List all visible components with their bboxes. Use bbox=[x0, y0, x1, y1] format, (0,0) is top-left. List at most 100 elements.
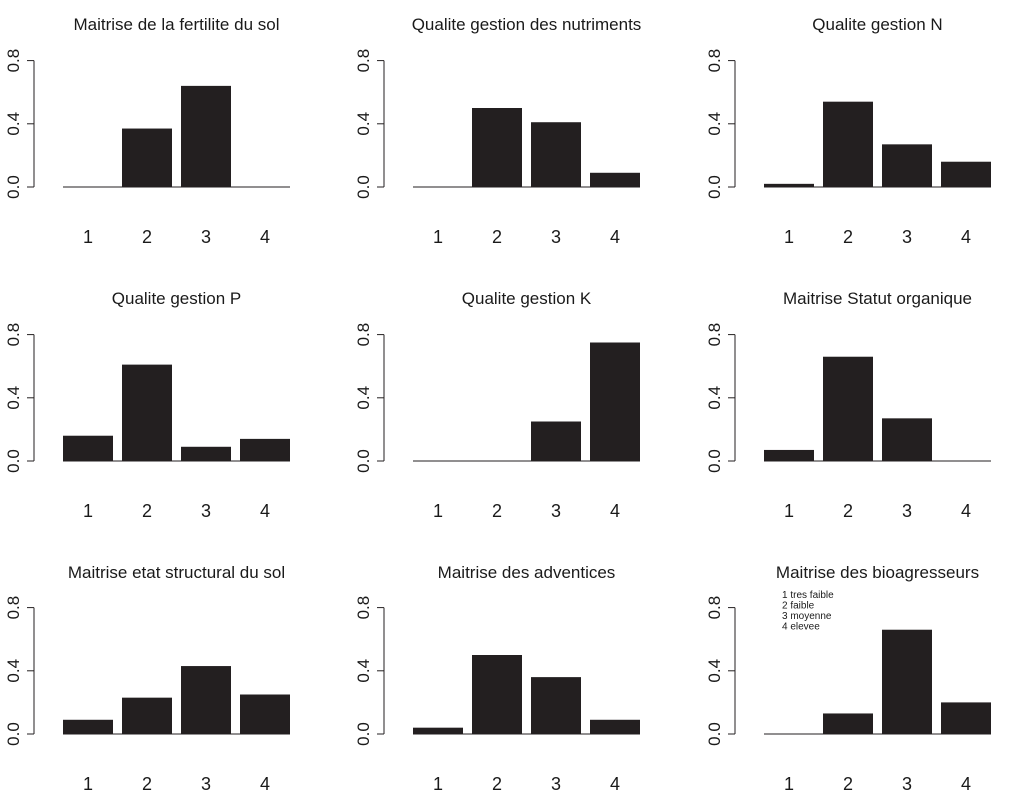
x-tick-label: 4 bbox=[260, 227, 270, 247]
x-tick-label: 1 bbox=[433, 227, 443, 247]
x-tick-label: 2 bbox=[492, 774, 502, 790]
y-tick-label: 0.8 bbox=[705, 49, 724, 73]
y-tick-label: 0.8 bbox=[705, 596, 724, 620]
x-tick-label: 4 bbox=[610, 774, 620, 790]
bar-2 bbox=[472, 108, 522, 187]
subplot-title: Maitrise de la fertilite du sol bbox=[74, 15, 280, 34]
x-tick-label: 2 bbox=[142, 501, 152, 521]
y-tick-label: 0.0 bbox=[4, 449, 23, 473]
bar-2 bbox=[122, 697, 172, 734]
bar-2 bbox=[823, 101, 873, 187]
bar-2 bbox=[472, 655, 522, 734]
x-tick-label: 4 bbox=[260, 774, 270, 790]
subplot-6: Maitrise Statut organique 0.0 0.4 0.8 1 2 3 4 bbox=[705, 289, 991, 521]
subplot-title: Qualite gestion N bbox=[812, 15, 942, 34]
x-tick-label: 2 bbox=[142, 227, 152, 247]
subplot-title: Qualite gestion K bbox=[462, 289, 592, 308]
x-tick-label: 4 bbox=[610, 501, 620, 521]
y-tick-label: 0.8 bbox=[4, 49, 23, 73]
y-tick-label: 0.8 bbox=[354, 596, 373, 620]
y-tick-label: 0.8 bbox=[354, 49, 373, 73]
x-tick-label: 3 bbox=[902, 501, 912, 521]
bar-3 bbox=[882, 629, 932, 734]
y-tick-label: 0.0 bbox=[705, 449, 724, 473]
subplot-title: Maitrise Statut organique bbox=[783, 289, 972, 308]
subplot-title: Maitrise etat structural du sol bbox=[68, 563, 285, 582]
x-tick-label: 2 bbox=[142, 774, 152, 790]
x-tick-label: 4 bbox=[260, 501, 270, 521]
y-tick-label: 0.4 bbox=[705, 386, 724, 410]
bar-1 bbox=[63, 435, 113, 461]
bar-4 bbox=[941, 161, 991, 187]
bar-4 bbox=[590, 172, 640, 187]
x-tick-label: 3 bbox=[551, 774, 561, 790]
bar-3 bbox=[531, 421, 581, 461]
legend-entry: 1 tres faible bbox=[782, 590, 834, 601]
legend-entry: 4 elevee bbox=[782, 622, 820, 633]
bar-2 bbox=[823, 713, 873, 734]
x-tick-label: 3 bbox=[902, 774, 912, 790]
y-tick-label: 0.4 bbox=[354, 386, 373, 410]
x-tick-label: 4 bbox=[961, 227, 971, 247]
y-tick-label: 0.0 bbox=[354, 175, 373, 199]
bar-1 bbox=[413, 727, 463, 734]
y-tick-label: 0.4 bbox=[705, 112, 724, 136]
subplot-7: Maitrise etat structural du sol 0.0 0.4 0.8… bbox=[4, 563, 290, 794]
subplot-9: Maitrise des bioagresseurs 0.0 0.4 0.8 1 2 3 4 1… bbox=[705, 563, 991, 794]
x-tick-label: 3 bbox=[551, 227, 561, 247]
y-tick-label: 0.4 bbox=[4, 112, 23, 136]
bar-4 bbox=[590, 342, 640, 461]
bar-1 bbox=[63, 719, 113, 734]
x-tick-label: 1 bbox=[83, 774, 93, 790]
x-tick-label: 2 bbox=[492, 227, 502, 247]
legend-entry: 3 moyenne bbox=[782, 611, 832, 622]
y-tick-label: 0.8 bbox=[4, 323, 23, 347]
bar-4 bbox=[590, 719, 640, 734]
x-tick-label: 1 bbox=[83, 227, 93, 247]
bar-3 bbox=[181, 666, 231, 734]
y-tick-label: 0.4 bbox=[4, 659, 23, 683]
bar-3 bbox=[531, 122, 581, 187]
y-tick-label: 0.0 bbox=[354, 722, 373, 746]
y-tick-label: 0.0 bbox=[705, 175, 724, 199]
bar-4 bbox=[240, 438, 290, 461]
subplot-8: Maitrise des adventices 0.0 0.4 0.8 1 2 3 4 bbox=[354, 563, 640, 794]
bar-3 bbox=[181, 85, 231, 187]
subplot-title: Maitrise des adventices bbox=[438, 563, 616, 582]
x-tick-label: 3 bbox=[902, 227, 912, 247]
subplot-1: Maitrise de la fertilite du sol 0.0 0.4 0.8… bbox=[4, 15, 290, 247]
bar-3 bbox=[181, 446, 231, 461]
subplot-4: Qualite gestion P 0.0 0.4 0.8 1 2 3 4 bbox=[4, 289, 290, 521]
y-tick-label: 0.0 bbox=[4, 722, 23, 746]
x-tick-label: 1 bbox=[433, 501, 443, 521]
bar-2 bbox=[823, 356, 873, 461]
x-tick-label: 1 bbox=[784, 774, 794, 790]
x-tick-label: 2 bbox=[843, 227, 853, 247]
y-tick-label: 0.4 bbox=[705, 659, 724, 683]
x-tick-label: 3 bbox=[551, 501, 561, 521]
y-tick-label: 0.8 bbox=[705, 323, 724, 347]
bar-2 bbox=[122, 128, 172, 187]
bar-1 bbox=[764, 449, 814, 461]
legend-entry: 2 faible bbox=[782, 601, 815, 612]
x-tick-label: 1 bbox=[784, 227, 794, 247]
x-tick-label: 4 bbox=[961, 774, 971, 790]
x-tick-label: 1 bbox=[433, 774, 443, 790]
x-tick-label: 3 bbox=[201, 774, 211, 790]
x-tick-label: 2 bbox=[843, 501, 853, 521]
y-tick-label: 0.4 bbox=[4, 386, 23, 410]
x-tick-label: 3 bbox=[201, 501, 211, 521]
x-tick-label: 2 bbox=[843, 774, 853, 790]
subplot-3: Qualite gestion N 0.0 0.4 0.8 1 2 3 4 bbox=[705, 15, 991, 247]
y-tick-label: 0.0 bbox=[4, 175, 23, 199]
subplot-title: Qualite gestion P bbox=[112, 289, 241, 308]
bar-4 bbox=[240, 694, 290, 734]
x-tick-label: 4 bbox=[961, 501, 971, 521]
bar-3 bbox=[531, 677, 581, 734]
bar-2 bbox=[122, 364, 172, 461]
subplot-title: Qualite gestion des nutriments bbox=[412, 15, 642, 34]
subplot-title: Maitrise des bioagresseurs bbox=[776, 563, 979, 582]
